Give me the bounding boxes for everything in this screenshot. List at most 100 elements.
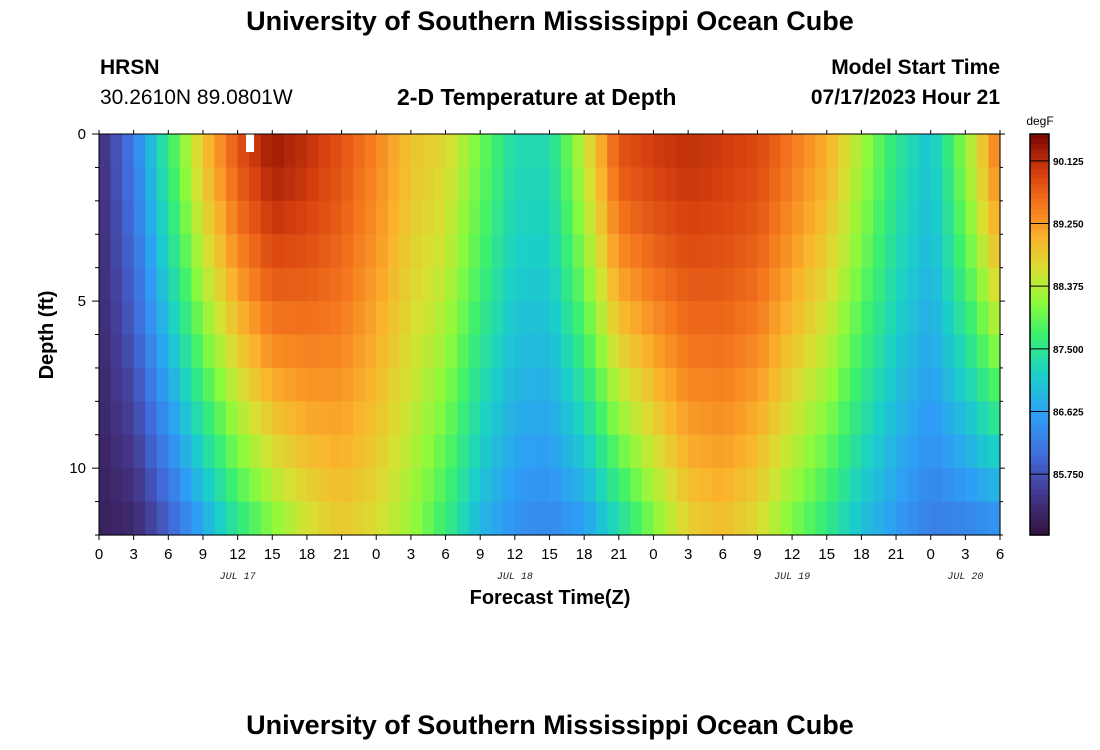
y-tick-label: 0 [78,126,86,143]
heatmap-cell [792,501,805,536]
heatmap-cell [330,134,343,169]
heatmap-cell [849,234,862,269]
colorbar-swatch [1030,254,1049,260]
heatmap-cell [110,134,123,169]
heatmap-cell [630,401,643,436]
heatmap-cell [537,501,551,536]
heatmap-cell [122,234,135,269]
heatmap-cell [202,367,216,402]
heatmap-cell [306,301,320,336]
heatmap-cell [514,234,527,269]
heatmap-cell [503,200,516,235]
heatmap-cell [410,267,424,302]
heatmap-cell [202,301,216,336]
heatmap-cell [919,334,932,369]
heatmap-cell [549,334,562,369]
heatmap-cell [480,167,493,202]
heatmap-cell [306,501,320,536]
heatmap-cell [665,301,678,336]
heatmap-cell [364,501,377,536]
heatmap-cell [988,501,1001,536]
heatmap-cell [226,434,239,469]
heatmap-cell [688,134,701,169]
heatmap-cell [156,334,169,369]
heatmap-cell [838,434,851,469]
heatmap-cell [595,334,608,369]
heatmap-cell [295,401,308,436]
colorbar-swatch [1030,479,1049,486]
heatmap-cell [953,334,966,369]
heatmap-cell [861,501,874,536]
heatmap-cell [988,468,1001,503]
heatmap-cell [318,367,331,402]
heatmap-cell [179,134,193,169]
heatmap-cell [179,468,193,503]
heatmap-cell [688,234,701,269]
heatmap-cell [676,167,689,202]
station-name: HRSN [100,56,160,79]
heatmap-cell [214,167,227,202]
heatmap-cell [330,468,343,503]
heatmap-cell [815,434,828,469]
heatmap-cell [122,501,135,536]
heatmap-cell [179,434,193,469]
colorbar-swatch [1030,464,1049,471]
heatmap-cell [237,434,250,469]
heatmap-cell [422,434,435,469]
heatmap-cell [260,134,273,169]
heatmap-cell [688,267,701,302]
heatmap-cell [468,334,481,369]
heatmap-cell [815,267,828,302]
heatmap-cell [676,134,689,169]
heatmap-cell [249,167,262,202]
heatmap-cell [803,301,816,336]
heatmap-cell [641,501,655,536]
heatmap-cell [537,200,551,235]
heatmap-cell [942,367,955,402]
heatmap-cell [896,301,909,336]
heatmap-cell [168,501,181,536]
colorbar-swatch [1030,174,1049,180]
heatmap-cell [387,401,400,436]
colorbar-swatch [1030,379,1049,386]
heatmap-cell [595,401,608,436]
heatmap-cell [780,267,793,302]
x-tick-label: 0 [372,546,380,563]
heatmap-cell [884,267,897,302]
heatmap-cell [156,134,169,169]
heatmap-cell [330,367,343,402]
heatmap-cell [491,134,504,169]
colorbar-swatch [1030,259,1049,265]
heatmap-cell [330,501,343,536]
y-tick-label: 5 [78,293,86,310]
heatmap-cell [815,468,828,503]
date-label: JUL 19 [774,572,810,583]
heatmap-cell [572,401,585,436]
heatmap-cell [480,367,493,402]
heatmap-cell [133,267,146,302]
heatmap-cell [907,234,920,269]
heatmap-cell [699,167,712,202]
heatmap-cell [272,167,285,202]
heatmap-cell [514,367,527,402]
heatmap-cell [768,134,782,169]
heatmap-cell [607,301,620,336]
heatmap-cell [572,301,585,336]
heatmap-cell [919,434,932,469]
heatmap-cell [976,501,990,536]
colorbar-swatch [1030,229,1049,235]
colorbar-swatch [1030,189,1049,195]
heatmap-cell [260,301,273,336]
heatmap-cell [537,367,551,402]
heatmap-cell [376,501,389,536]
colorbar-tick-label: 89.250 [1053,220,1084,231]
heatmap-cell [156,468,169,503]
heatmap-cell [618,401,631,436]
heatmap-cell [283,334,296,369]
colorbar-swatch [1030,474,1049,481]
heatmap-cell [561,267,574,302]
heatmap-cell [99,434,112,469]
heatmap-cell [295,267,308,302]
heatmap-cell [295,234,308,269]
colorbar-swatch [1030,269,1049,275]
